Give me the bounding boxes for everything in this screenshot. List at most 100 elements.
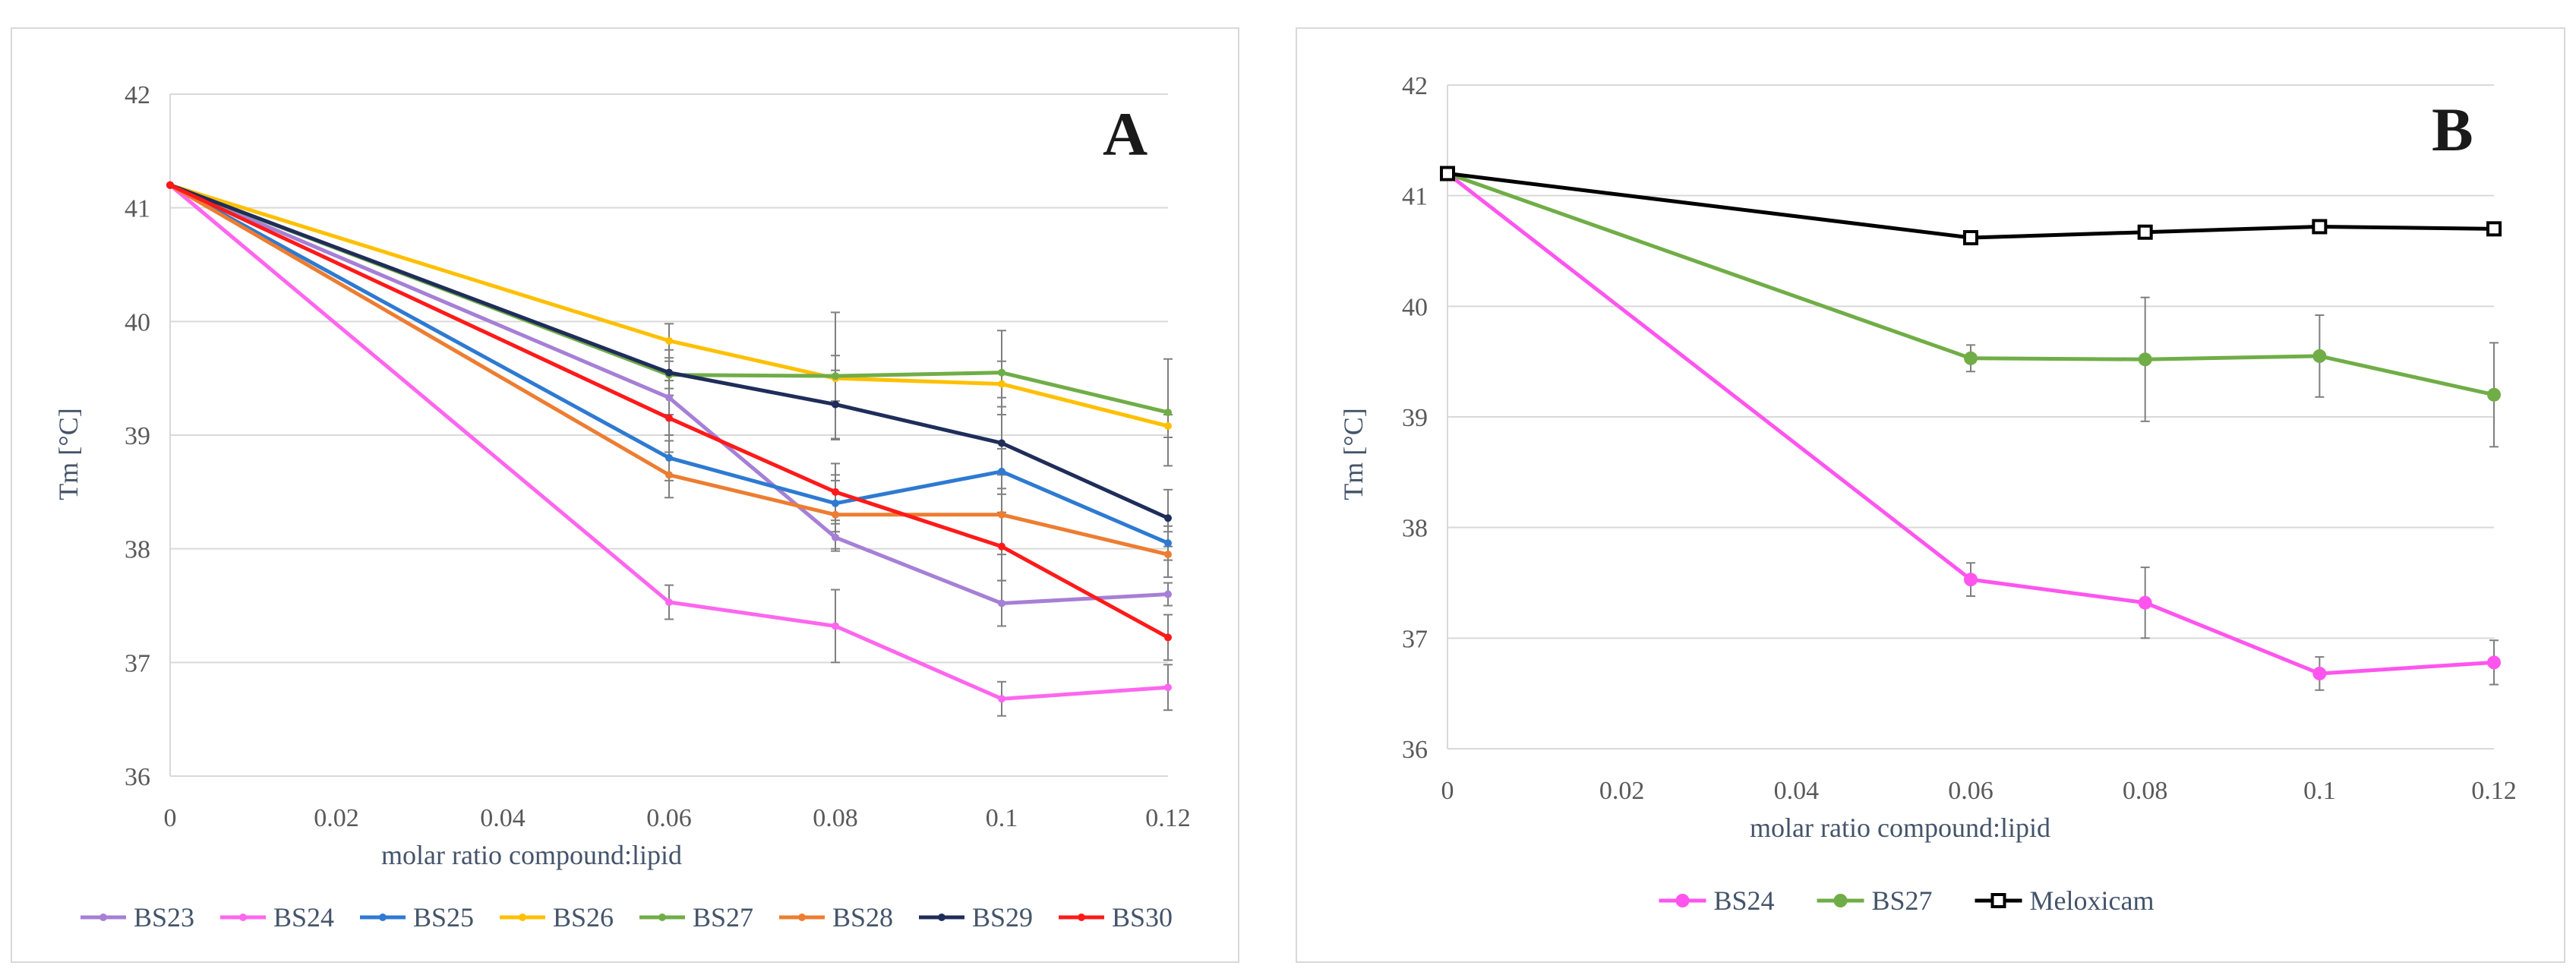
data-point xyxy=(832,499,839,507)
data-point xyxy=(832,372,839,380)
y-tick-label: 42 xyxy=(1402,72,1428,100)
data-point xyxy=(166,181,174,189)
legend-label: Meloxicam xyxy=(2030,885,2155,916)
chart-b-legend: BS24 BS27 Meloxicam xyxy=(1659,885,2155,916)
legend-label: BS29 xyxy=(972,902,1033,933)
x-tick-label: 0.1 xyxy=(2303,777,2336,805)
data-point xyxy=(1440,166,1455,181)
data-point xyxy=(998,695,1005,703)
data-point xyxy=(2487,655,2501,670)
chart-a-legend: BS23 BS24 BS25 BS26 BS27 BS28 BS29 BS30 xyxy=(80,902,1173,933)
series-bs23 xyxy=(166,181,1172,608)
x-tick-label: 0.08 xyxy=(2123,777,2168,805)
chart-a-y-axis-title: Tm [°C] xyxy=(53,408,84,500)
legend-item-bs29: BS29 xyxy=(919,902,1033,933)
data-point xyxy=(832,488,839,496)
legend-item-bs23: BS23 xyxy=(80,902,194,933)
x-tick-label: 0.02 xyxy=(1599,777,1645,805)
data-point xyxy=(998,439,1005,447)
y-tick-label: 39 xyxy=(125,422,150,450)
y-tick-label: 37 xyxy=(1402,625,1428,653)
chart-b-x-axis-title: molar ratio compound:lipid xyxy=(1750,813,2050,843)
y-tick-label: 39 xyxy=(1402,404,1428,432)
data-point xyxy=(2138,352,2152,367)
data-point xyxy=(2312,349,2327,363)
data-point xyxy=(665,598,673,607)
chart-b-error-bars xyxy=(1966,222,2499,691)
legend-item-bs30: BS30 xyxy=(1059,902,1173,933)
data-point xyxy=(665,414,673,422)
y-tick-label: 38 xyxy=(1402,515,1428,543)
chart-panel-a: 36 37 38 39 40 41 42 0 0.02 0.04 0.06 0.08 0.1 0.12 A… xyxy=(11,27,1239,963)
chart-b-gridlines xyxy=(1447,84,2494,750)
x-tick-label: 0.06 xyxy=(646,804,692,832)
y-tick-label: 38 xyxy=(125,536,150,564)
data-point xyxy=(2486,221,2502,237)
data-point xyxy=(1964,351,1978,365)
data-point xyxy=(665,368,673,377)
y-tick-label: 40 xyxy=(1402,293,1428,321)
legend-label: BS27 xyxy=(1872,885,1933,916)
x-tick-label: 0.12 xyxy=(1145,804,1191,832)
data-point xyxy=(998,380,1005,388)
x-tick-label: 0.02 xyxy=(314,804,359,832)
chart-b-series xyxy=(1440,166,2502,680)
y-tick-label: 36 xyxy=(1402,736,1428,764)
y-tick-label: 42 xyxy=(125,81,150,109)
x-tick-label: 0.1 xyxy=(986,804,1018,832)
x-tick-label: 0.04 xyxy=(480,804,526,832)
data-point xyxy=(1164,409,1172,417)
legend-label: BS26 xyxy=(553,902,614,933)
data-point xyxy=(998,467,1005,475)
legend-item-bs24: BS24 xyxy=(1659,885,1775,916)
data-point xyxy=(1164,590,1172,598)
x-tick-label: 0 xyxy=(1441,777,1454,805)
data-point xyxy=(1964,573,1978,587)
legend-label: BS25 xyxy=(413,902,474,933)
y-tick-label: 41 xyxy=(125,195,150,223)
data-point xyxy=(665,393,673,402)
legend-item-bs28: BS28 xyxy=(779,902,893,933)
data-point xyxy=(998,542,1005,551)
data-point xyxy=(832,622,839,630)
legend-item-bs25: BS25 xyxy=(360,902,474,933)
legend-label: BS24 xyxy=(1714,885,1775,916)
legend-item-bs26: BS26 xyxy=(500,902,614,933)
data-point xyxy=(1164,633,1172,642)
legend-label: BS27 xyxy=(693,902,753,933)
panel-label-a: A xyxy=(1103,99,1148,169)
panel-label-b: B xyxy=(2432,95,2473,164)
data-point xyxy=(2487,387,2501,402)
chart-b-svg: 36 37 38 39 40 41 42 0 0.02 0.04 0.06 0.08 0.1 0.12 B… xyxy=(1338,72,2517,916)
x-tick-label: 0.04 xyxy=(1774,777,1820,805)
chart-a-gridlines xyxy=(169,93,1168,777)
data-point xyxy=(998,599,1005,608)
data-point xyxy=(1164,422,1172,431)
data-point xyxy=(832,400,839,409)
legend-item-bs27: BS27 xyxy=(1817,885,1933,916)
legend-label: BS30 xyxy=(1112,902,1173,933)
data-point xyxy=(2312,666,2327,680)
data-point xyxy=(1164,539,1172,548)
x-tick-label: 0.06 xyxy=(1948,777,1994,805)
chart-a-x-axis-title: molar ratio compound:lipid xyxy=(381,840,682,870)
legend-item-meloxicam: Meloxicam xyxy=(1975,885,2155,916)
x-tick-label: 0.12 xyxy=(2471,777,2517,805)
chart-a-tick-labels: 36 37 38 39 40 41 42 0 0.02 0.04 0.06 0.08 0.1 0.12 xyxy=(125,81,1191,832)
x-tick-label: 0.08 xyxy=(813,804,858,832)
data-point xyxy=(832,510,839,519)
chart-panel-b: 36 37 38 39 40 41 42 0 0.02 0.04 0.06 0.08 0.1 0.12 B… xyxy=(1296,27,2565,963)
legend-item-bs27: BS27 xyxy=(639,902,753,933)
legend-label: BS24 xyxy=(273,902,334,933)
data-point xyxy=(998,368,1005,377)
series-line xyxy=(1446,172,2495,676)
series-meloxicam xyxy=(1440,166,2502,246)
data-point xyxy=(665,336,673,345)
data-point xyxy=(2137,224,2153,240)
legend-item-bs24: BS24 xyxy=(220,902,334,933)
series-bs30 xyxy=(166,181,1172,642)
data-point xyxy=(832,533,839,541)
data-point xyxy=(1963,230,1978,246)
data-point xyxy=(998,510,1005,519)
data-point xyxy=(665,471,673,479)
